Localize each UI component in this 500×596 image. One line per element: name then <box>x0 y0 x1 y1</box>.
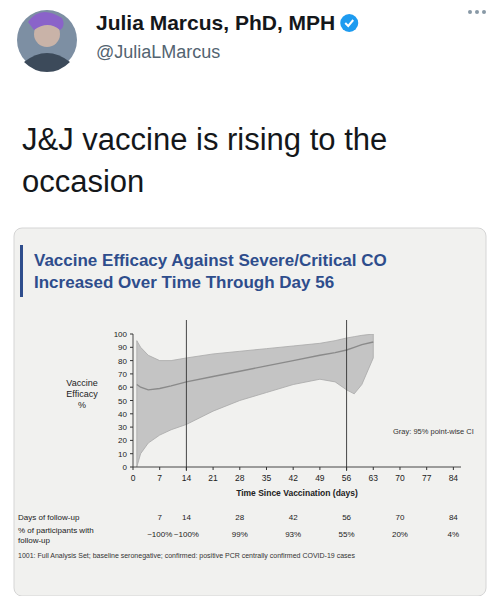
menu-dot <box>468 10 472 14</box>
tweet-text: J&J vaccine is rising to the occasion <box>22 122 387 199</box>
verified-check <box>345 20 353 26</box>
background <box>0 0 500 596</box>
y-tick-label: 90 <box>118 343 127 352</box>
x-tick <box>186 467 187 470</box>
x-tick-label: 77 <box>422 473 432 483</box>
follow-up-day: 7 <box>157 513 162 522</box>
x-tick <box>239 467 240 470</box>
follow-up-percent: ~100% <box>174 530 199 539</box>
y-tick <box>130 413 133 414</box>
y-tick <box>130 334 133 335</box>
x-tick <box>346 467 347 470</box>
follow-up-day: 70 <box>396 513 405 522</box>
follow-up-day: 56 <box>342 513 351 522</box>
x-axis-label: Time Since Vaccination (days) <box>236 488 358 498</box>
y-axis-label: VaccineEfficacy% <box>66 378 98 410</box>
chart-title: Vaccine Efficacy Against Severe/Critical… <box>34 251 387 270</box>
x-tick-label: 35 <box>262 473 272 483</box>
x-tick <box>453 467 454 470</box>
follow-up-day: 28 <box>235 513 244 522</box>
x-tick <box>266 467 267 470</box>
x-tick-label: 28 <box>235 473 245 483</box>
x-tick-label: 63 <box>369 473 379 483</box>
tweet-text-line: J&J vaccine is rising to the <box>22 122 387 157</box>
y-tick-label: 40 <box>118 410 127 419</box>
y-tick <box>130 400 133 401</box>
x-tick <box>159 467 160 470</box>
follow-up-percent: ~100% <box>147 530 172 539</box>
reference-line <box>186 320 187 471</box>
tweet-text-line: occasion <box>22 164 144 199</box>
ci-band <box>137 334 373 467</box>
page: Julia Marcus, PhD, MPH @JuliaLMarcus J&J v… <box>0 0 500 596</box>
follow-up-percent: 55% <box>339 530 355 539</box>
y-tick <box>130 360 133 361</box>
reference-line <box>346 320 347 471</box>
y-tick-label: 60 <box>118 383 127 392</box>
x-tick-label: 49 <box>315 473 325 483</box>
x-tick-label: 70 <box>395 473 405 483</box>
follow-up-day: 42 <box>289 513 298 522</box>
y-tick <box>130 440 133 441</box>
x-tick-label: 21 <box>208 473 218 483</box>
x-tick <box>399 467 400 470</box>
footnote: 1001: Full Analysis Set; baseline serone… <box>18 552 355 560</box>
row-label-line: % of participants with <box>18 526 94 535</box>
follow-up-day: 14 <box>182 513 191 522</box>
x-tick-label: 42 <box>288 473 298 483</box>
follow-up-percent: 4% <box>448 530 460 539</box>
y-tick <box>130 427 133 428</box>
verified-badge <box>340 14 358 32</box>
x-axis <box>133 467 461 468</box>
x-tick <box>293 467 294 470</box>
y-tick-label: 50 <box>118 397 127 406</box>
follow-up-day: 84 <box>449 513 458 522</box>
y-axis-label-line: Efficacy <box>66 389 98 399</box>
x-tick <box>319 467 320 470</box>
y-tick-label: 10 <box>118 450 127 459</box>
x-tick <box>133 467 134 470</box>
row-label: % of participants withfollow-up <box>18 526 94 545</box>
y-tick <box>130 373 133 374</box>
y-tick-label: 70 <box>118 370 127 379</box>
y-tick-label: 30 <box>118 423 127 432</box>
x-tick-label: 0 <box>131 473 136 483</box>
follow-up-percent: 20% <box>392 530 408 539</box>
y-tick-label: 80 <box>118 357 127 366</box>
x-tick <box>426 467 427 470</box>
x-tick <box>213 467 214 470</box>
menu-dot <box>475 10 479 14</box>
annotation: Gray: 95% point-wise CI <box>393 427 474 436</box>
user-name: Julia Marcus, PhD, MPH <box>96 11 335 34</box>
y-tick-label: 20 <box>118 436 127 445</box>
title-bar <box>20 245 23 297</box>
chart-subtitle: Increased Over Time Through Day 56 <box>34 273 334 292</box>
follow-up-percent: 93% <box>285 530 301 539</box>
efficacy-line <box>137 342 373 390</box>
x-tick-label: 84 <box>449 473 459 483</box>
x-tick-label: 56 <box>342 473 352 483</box>
plot-area <box>137 334 373 467</box>
y-tick <box>130 347 133 348</box>
menu-dot <box>482 10 486 14</box>
user-handle: @JuliaLMarcus <box>96 42 220 62</box>
photo-frame <box>14 228 486 596</box>
avatar-hair <box>28 12 64 30</box>
row-label: Days of follow-up <box>18 513 80 522</box>
avatar-shirt <box>24 53 70 72</box>
x-tick-label: 14 <box>182 473 192 483</box>
follow-up-percent: 99% <box>232 530 248 539</box>
x-tick <box>373 467 374 470</box>
row-label-line: follow-up <box>18 536 51 545</box>
y-tick <box>130 453 133 454</box>
x-tick-label: 7 <box>157 473 162 483</box>
y-tick-label: 100 <box>114 330 128 339</box>
y-axis-label-line: Vaccine <box>66 378 97 388</box>
y-tick-label: 0 <box>123 463 128 472</box>
y-axis-label-line: % <box>78 400 86 410</box>
y-tick <box>130 387 133 388</box>
